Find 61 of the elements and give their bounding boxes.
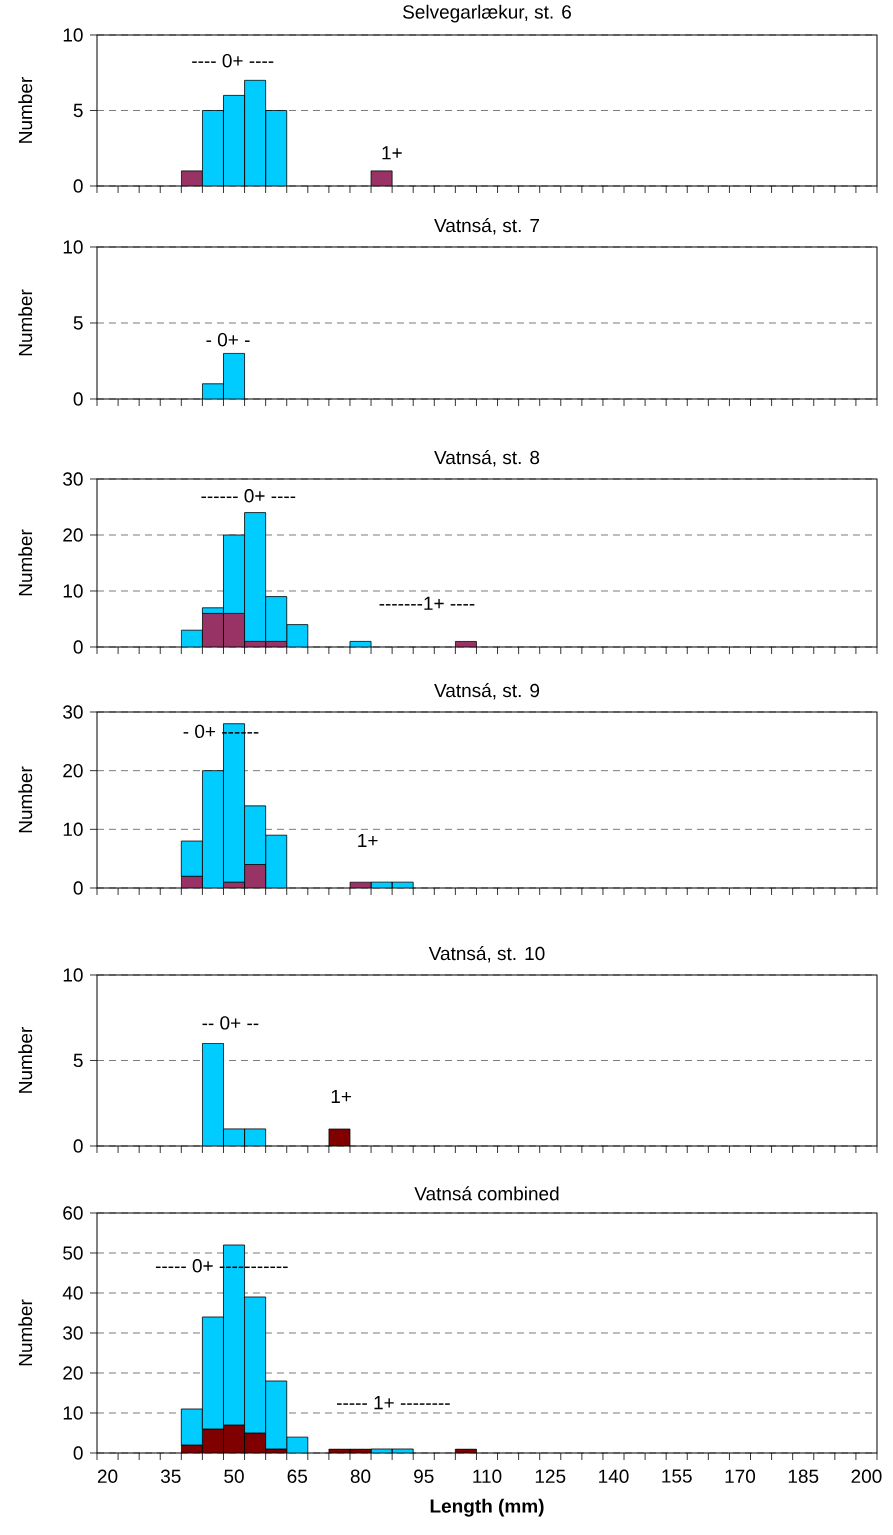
y-tick-label: 10: [63, 240, 83, 254]
x-tick-label: 35: [160, 1469, 181, 1483]
x-tick-label: 50: [224, 1469, 244, 1483]
chart-title: Vatnsá, st. 9: [434, 683, 540, 700]
x-tick-label: 155: [662, 1469, 692, 1483]
y-tick-label: 5: [73, 103, 83, 118]
annotation: - 0+ ------: [183, 724, 259, 739]
y-tick-label: 0: [73, 1446, 83, 1460]
y-tick-label: 5: [73, 316, 83, 330]
y-tick-label: 5: [73, 1053, 83, 1068]
y-tick-label: 0: [73, 179, 83, 193]
y-tick-label: 50: [63, 1246, 83, 1260]
y-tick-label: 30: [63, 705, 83, 719]
y-tick-label: 20: [63, 1366, 83, 1380]
annotation: ------ 0+ ----: [201, 489, 296, 503]
y-tick-label: 20: [63, 528, 83, 542]
y-tick-label: 0: [73, 1139, 83, 1153]
y-axis-title: Number: [18, 1299, 33, 1366]
x-tick-label: 125: [535, 1469, 566, 1483]
x-tick-label: 140: [599, 1469, 629, 1483]
y-axis-title: Number: [18, 529, 33, 596]
x-tick-label: 80: [350, 1469, 371, 1483]
x-tick-label: 110: [473, 1469, 502, 1483]
annotation: 1+: [331, 1089, 352, 1103]
y-tick-label: 20: [63, 763, 83, 778]
chart-title: Vatnsá, st. 10: [428, 946, 545, 963]
y-tick-label: 0: [73, 881, 83, 895]
y-tick-label: 10: [63, 1406, 83, 1420]
annotation: -- 0+ --: [202, 1016, 259, 1030]
x-tick-label: 170: [725, 1469, 756, 1483]
chart-title: Vatnsá combined: [414, 1186, 559, 1201]
y-axis-title: Number: [18, 77, 33, 143]
y-tick-label: 60: [63, 1206, 83, 1220]
y-axis-title: Number: [18, 289, 33, 356]
chart-title: Selvegarlækur, st. 6: [403, 4, 571, 23]
x-tick-label: 185: [788, 1469, 819, 1483]
chart-title: Vatnsá, st. 8: [434, 450, 540, 467]
y-tick-label: 10: [63, 968, 83, 982]
y-tick-label: 40: [62, 1286, 83, 1300]
y-axis-title: Number: [18, 1027, 33, 1093]
y-tick-label: 10: [63, 28, 83, 42]
y-tick-label: 10: [63, 822, 83, 837]
annotation: ----- 1+ --------: [337, 1396, 450, 1410]
y-tick-label: 0: [73, 640, 83, 654]
y-axis-title: Number: [18, 766, 33, 833]
y-tick-label: 10: [63, 584, 83, 598]
annotation: ---- 0+ ----: [192, 53, 274, 68]
annotation: ----- 0+ -----------: [155, 1259, 288, 1273]
chart-title: Vatnsá, st. 7: [434, 218, 540, 235]
y-tick-label: 30: [63, 472, 83, 486]
y-tick-label: 30: [63, 1326, 83, 1340]
x-axis-title: Length (mm): [430, 1498, 544, 1517]
annotation: 1+: [358, 833, 378, 848]
x-tick-label: 20: [97, 1469, 118, 1483]
annotation: - 0+ -: [206, 332, 250, 347]
x-tick-label: 95: [414, 1469, 434, 1483]
annotation: -------1+ ----: [379, 596, 475, 610]
x-tick-label: 65: [287, 1469, 308, 1483]
x-tick-label: 200: [851, 1469, 882, 1483]
annotation: 1+: [382, 146, 402, 160]
y-tick-label: 0: [73, 392, 83, 406]
